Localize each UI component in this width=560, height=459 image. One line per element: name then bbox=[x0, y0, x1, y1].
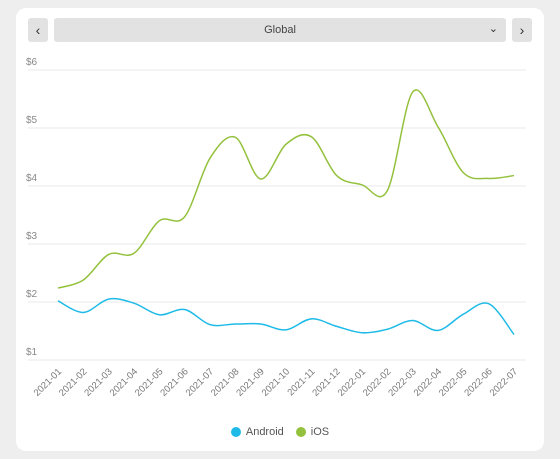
data-point-android[interactable] bbox=[281, 325, 291, 335]
x-tick-label: 2022-07 bbox=[488, 366, 520, 398]
data-point-ios[interactable] bbox=[78, 275, 88, 285]
data-point-android[interactable] bbox=[433, 325, 443, 335]
legend-item-ios[interactable]: iOS bbox=[295, 426, 330, 438]
data-point-android[interactable] bbox=[458, 309, 468, 319]
chevron-right-icon: › bbox=[519, 22, 525, 38]
data-point-ios[interactable] bbox=[281, 139, 291, 149]
data-point-android[interactable] bbox=[306, 314, 316, 324]
data-point-ios[interactable] bbox=[357, 180, 367, 190]
y-tick-label: $6 bbox=[26, 57, 38, 68]
data-point-ios[interactable] bbox=[104, 249, 114, 259]
data-point-android[interactable] bbox=[484, 299, 494, 309]
legend-item-android[interactable]: Android bbox=[230, 426, 284, 438]
data-point-android[interactable] bbox=[509, 329, 519, 339]
data-point-ios[interactable] bbox=[180, 212, 190, 222]
data-point-ios[interactable] bbox=[433, 122, 443, 132]
data-point-android[interactable] bbox=[129, 298, 139, 308]
region-select-value: Global bbox=[264, 24, 296, 36]
next-button[interactable]: › bbox=[512, 18, 532, 42]
data-point-ios[interactable] bbox=[230, 132, 240, 142]
data-point-ios[interactable] bbox=[408, 87, 418, 97]
data-point-android[interactable] bbox=[230, 319, 240, 329]
data-point-ios[interactable] bbox=[332, 171, 342, 181]
previous-button[interactable]: ‹ bbox=[28, 18, 48, 42]
data-point-ios[interactable] bbox=[458, 168, 468, 178]
legend-label-ios: iOS bbox=[310, 426, 330, 438]
chart-card: ‹ Global ⌄ › $1 $2 $3 $4 $5 $6 2021-01 2021-02 2… bbox=[16, 8, 544, 451]
y-tick-label: $1 bbox=[26, 347, 38, 358]
legend-swatch-android bbox=[230, 427, 241, 437]
data-point-android[interactable] bbox=[256, 319, 266, 329]
line-chart: $1$2$3$4$5$62021-012021-022021-032021-04… bbox=[26, 57, 526, 399]
data-point-ios[interactable] bbox=[256, 174, 266, 184]
region-select[interactable]: Global ⌄ bbox=[54, 18, 506, 42]
chart-legend: Android iOS bbox=[16, 426, 544, 438]
y-tick-label: $2 bbox=[26, 289, 38, 300]
data-point-ios[interactable] bbox=[306, 132, 316, 142]
data-point-android[interactable] bbox=[154, 310, 164, 320]
data-point-ios[interactable] bbox=[382, 186, 392, 196]
data-point-ios[interactable] bbox=[509, 171, 519, 181]
series-line-android bbox=[57, 297, 515, 335]
data-point-android[interactable] bbox=[104, 294, 114, 304]
chevron-left-icon: ‹ bbox=[35, 22, 41, 38]
legend-label-android: Android bbox=[245, 426, 284, 438]
x-tick-label: 2021-10 bbox=[260, 366, 292, 398]
data-point-android[interactable] bbox=[408, 316, 418, 326]
data-point-android[interactable] bbox=[357, 328, 367, 338]
y-tick-label: $5 bbox=[26, 115, 38, 126]
data-point-android[interactable] bbox=[180, 305, 190, 315]
data-point-android[interactable] bbox=[205, 320, 215, 330]
chevron-down-icon: ⌄ bbox=[488, 23, 498, 35]
data-point-ios[interactable] bbox=[129, 248, 139, 258]
data-point-ios[interactable] bbox=[154, 216, 164, 226]
data-point-ios[interactable] bbox=[53, 283, 63, 293]
data-point-ios[interactable] bbox=[205, 153, 215, 163]
legend-swatch-ios bbox=[295, 427, 306, 437]
data-point-android[interactable] bbox=[382, 324, 392, 334]
data-point-android[interactable] bbox=[332, 321, 342, 331]
y-tick-label: $3 bbox=[26, 231, 38, 242]
series-line-ios bbox=[57, 89, 515, 289]
data-point-android[interactable] bbox=[53, 296, 63, 306]
y-tick-label: $4 bbox=[26, 173, 38, 184]
data-point-ios[interactable] bbox=[484, 173, 494, 183]
data-point-android[interactable] bbox=[78, 307, 88, 317]
